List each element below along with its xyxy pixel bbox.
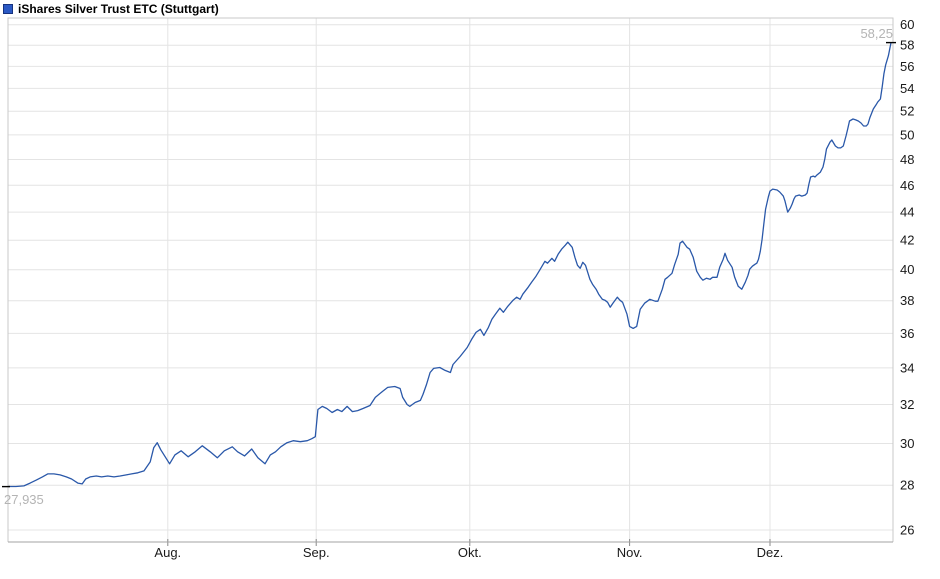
x-axis-tick-label: Nov. <box>617 545 643 560</box>
plot-border <box>7 17 894 542</box>
y-axis-tick-label: 34 <box>900 360 914 375</box>
low-annotation-label: 27,935 <box>4 492 44 507</box>
price-line <box>7 41 892 488</box>
y-axis-tick-label: 56 <box>900 59 914 74</box>
y-axis-tick-label: 30 <box>900 436 914 451</box>
y-axis-tick-label: 54 <box>900 81 914 96</box>
y-axis-tick-label: 26 <box>900 523 914 538</box>
axis-label-layer: 26 28 30 32 34 36 38 40 42 44 46 48 50 52 54 56 58 60 Aug.… <box>154 17 914 560</box>
y-axis-tick-label: 46 <box>900 178 914 193</box>
x-axis-tick-label: Aug. <box>154 545 181 560</box>
x-axis-tick-label: Okt. <box>458 545 482 560</box>
y-axis-tick-label: 36 <box>900 326 914 341</box>
x-axis-tick-label: Sep. <box>303 545 330 560</box>
high-annotation-label: 58,25 <box>860 26 893 41</box>
y-axis-tick-label: 44 <box>900 205 914 220</box>
y-axis-tick-label: 58 <box>900 38 914 53</box>
chart-header: iShares Silver Trust ETC (Stuttgart) <box>3 2 219 16</box>
plot-frame <box>7 17 894 546</box>
series-color-swatch-icon <box>3 4 13 14</box>
grid-layer <box>8 18 893 542</box>
y-axis-tick-label: 42 <box>900 233 914 248</box>
y-axis-tick-label: 32 <box>900 397 914 412</box>
y-axis-tick-label: 28 <box>900 478 914 493</box>
y-axis-tick-label: 38 <box>900 293 914 308</box>
chart-title: iShares Silver Trust ETC (Stuttgart) <box>18 2 219 16</box>
y-axis-tick-label: 52 <box>900 104 914 119</box>
x-axis-tick-label: Dez. <box>757 545 784 560</box>
y-axis-tick-label: 60 <box>900 17 914 32</box>
series-layer <box>2 41 896 488</box>
y-axis-tick-label: 50 <box>900 127 914 142</box>
y-axis-tick-label: 48 <box>900 152 914 167</box>
y-axis-tick-label: 40 <box>900 262 914 277</box>
